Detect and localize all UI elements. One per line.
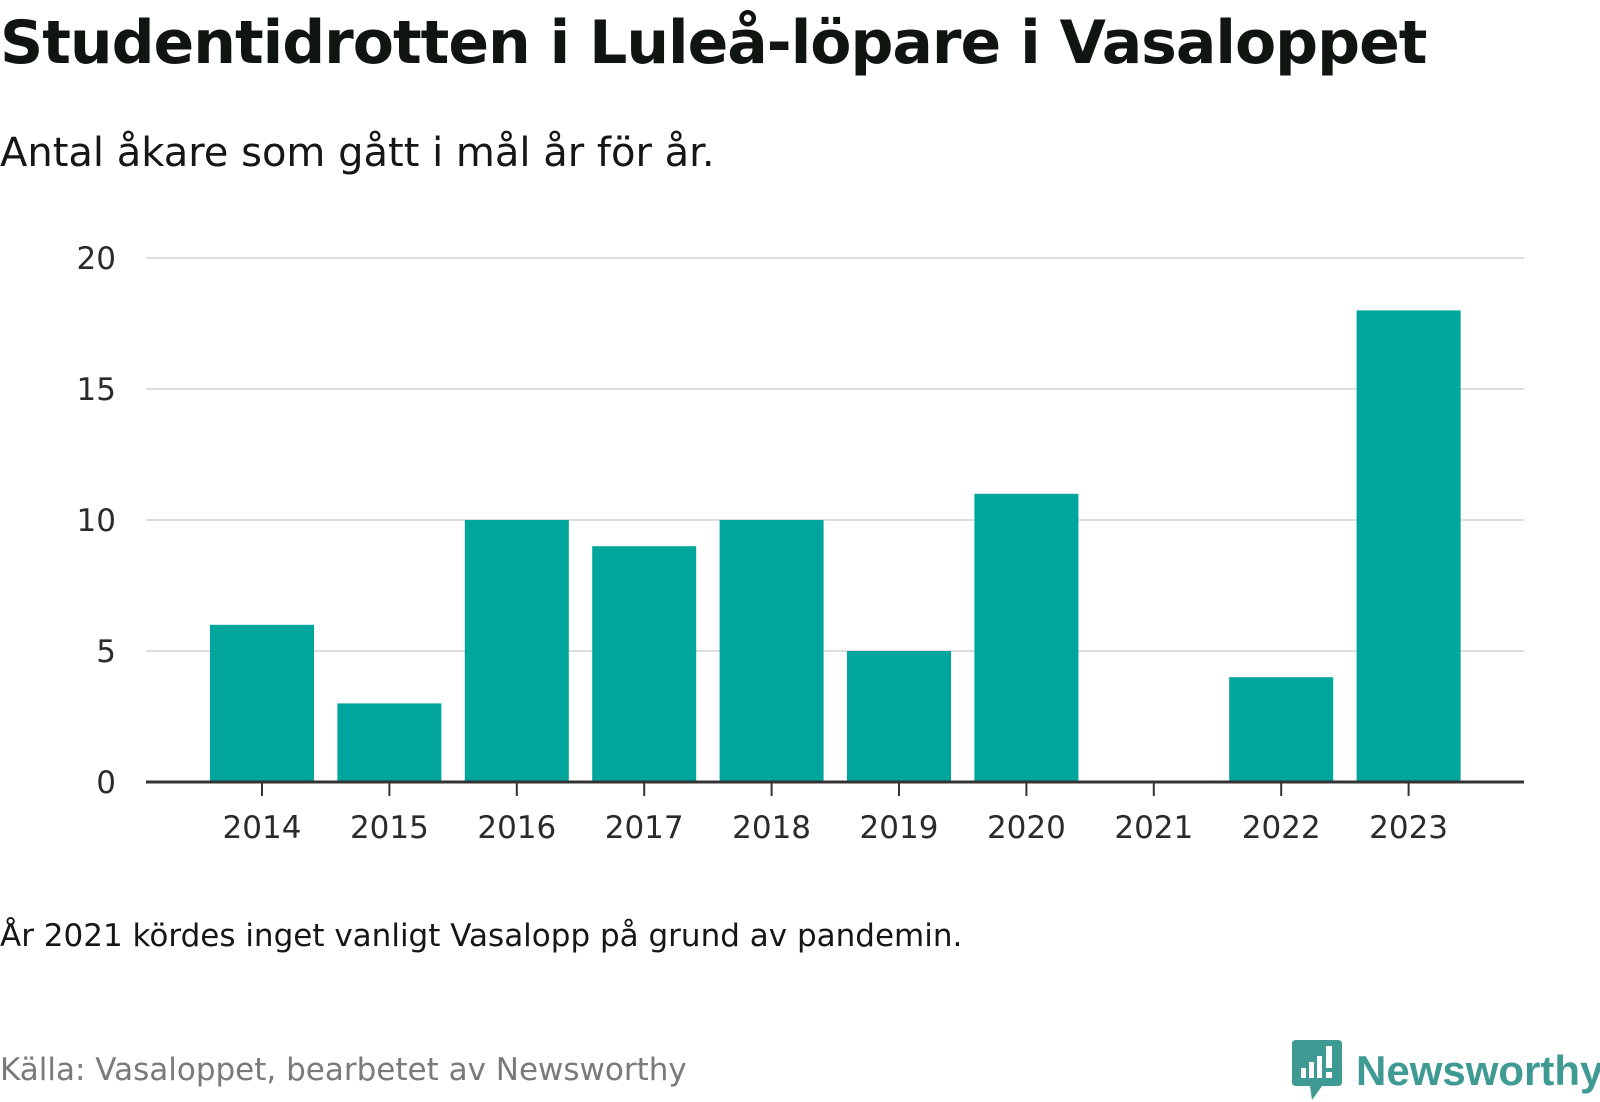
y-tick-label: 10 bbox=[77, 503, 116, 539]
x-tick-label: 2015 bbox=[350, 810, 429, 846]
x-tick-label: 2016 bbox=[477, 810, 556, 846]
bar-chart: 0 5 10 15 20 2014 2015 2016 2017 2018 2019 2020 2021… bbox=[77, 241, 1524, 846]
x-tick-label: 2017 bbox=[605, 810, 684, 846]
y-tick-label: 5 bbox=[96, 634, 116, 670]
bar bbox=[210, 624, 314, 782]
bar bbox=[592, 546, 697, 782]
bar bbox=[337, 703, 442, 782]
bar bbox=[719, 520, 824, 782]
axes: 0 5 10 15 20 2014 2015 2016 2017 2018 2019 2020 2021… bbox=[77, 241, 1524, 846]
bar bbox=[1229, 677, 1334, 782]
x-tick-label: 2014 bbox=[223, 810, 302, 846]
bar bbox=[974, 493, 1079, 782]
brand-logo: Newsworthy bbox=[1292, 1040, 1600, 1102]
y-tick-label: 0 bbox=[96, 765, 116, 801]
chart-subtitle: Antal åkare som gått i mål år för år. bbox=[0, 130, 715, 176]
x-tick-label: 2020 bbox=[987, 810, 1066, 846]
gridlines bbox=[146, 257, 1524, 652]
x-tick-label: 2023 bbox=[1369, 810, 1448, 846]
bar bbox=[464, 520, 569, 782]
x-tick-label: 2021 bbox=[1114, 810, 1193, 846]
newsworthy-logo-icon bbox=[1292, 1040, 1342, 1100]
chart-title: Studentidrotten i Luleå-löpare i Vasalop… bbox=[0, 8, 1427, 78]
source-credit: Källa: Vasaloppet, bearbetet av Newswort… bbox=[0, 1052, 687, 1088]
bar bbox=[847, 651, 951, 782]
x-tick-label: 2019 bbox=[860, 810, 939, 846]
y-tick-label: 20 bbox=[77, 241, 116, 277]
chart-note: År 2021 kördes inget vanligt Vasalopp på… bbox=[0, 918, 963, 954]
y-tick-label: 15 bbox=[77, 372, 116, 408]
brand-name: Newsworthy bbox=[1356, 1047, 1600, 1094]
x-tick-label: 2018 bbox=[732, 810, 811, 846]
bars bbox=[210, 310, 1461, 782]
x-tick-label: 2022 bbox=[1242, 810, 1321, 846]
bar bbox=[1356, 310, 1461, 782]
